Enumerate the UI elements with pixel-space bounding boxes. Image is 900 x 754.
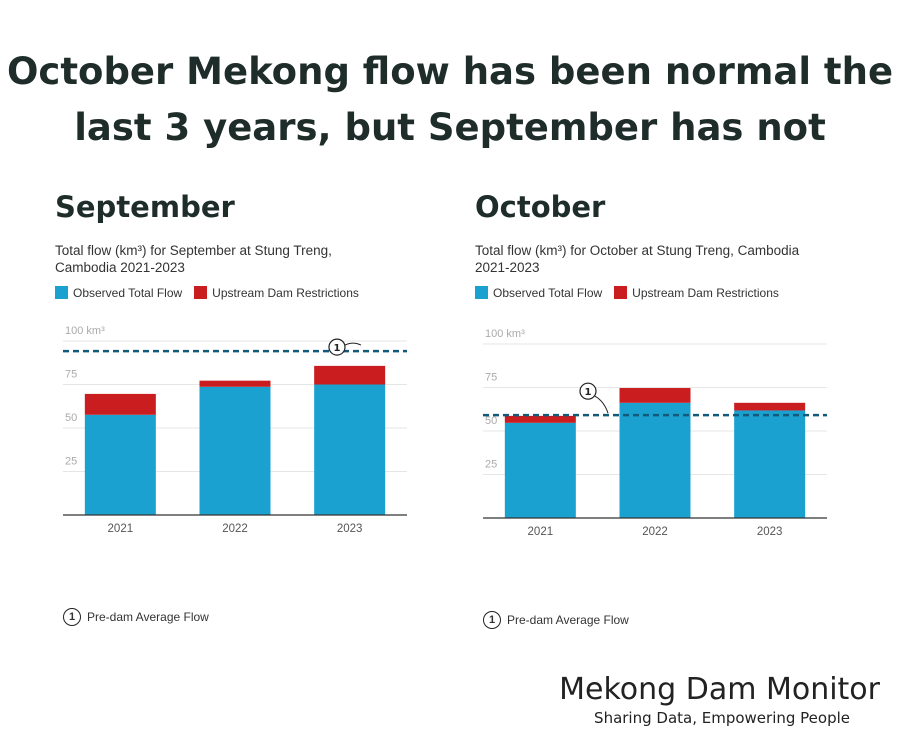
- bar-observed: [619, 402, 691, 518]
- footnote-label: Pre-dam Average Flow: [507, 613, 629, 627]
- main-title: October Mekong flow has been normal the …: [6, 50, 894, 149]
- legend-label: Upstream Dam Restrictions: [632, 286, 779, 300]
- legend: Observed Total Flow Upstream Dam Restric…: [55, 286, 435, 300]
- y-tick-label: 75: [65, 369, 77, 381]
- legend-observed: Observed Total Flow: [475, 286, 602, 300]
- y-tick-label: 50: [485, 415, 497, 427]
- restrictions-swatch-icon: [614, 286, 628, 299]
- x-tick-label: 2021: [108, 523, 134, 535]
- legend-label: Upstream Dam Restrictions: [212, 286, 359, 300]
- x-tick-label: 2023: [757, 526, 783, 538]
- bar-restrictions: [619, 388, 691, 403]
- bar-restrictions: [199, 380, 271, 387]
- legend-observed: Observed Total Flow: [55, 286, 182, 300]
- brand: Mekong Dam Monitor Sharing Data, Empower…: [559, 672, 880, 727]
- bar-restrictions: [734, 402, 806, 411]
- legend-label: Observed Total Flow: [73, 286, 183, 300]
- y-tick-label: 75: [485, 372, 497, 384]
- y-tick-label: 50: [65, 412, 77, 424]
- restrictions-swatch-icon: [194, 286, 208, 299]
- bar-restrictions: [504, 415, 576, 423]
- september-chart: 25 50 75 100 km³ 2021 2022 2023 1: [63, 325, 407, 535]
- legend-restrictions: Upstream Dam Restrictions: [194, 286, 359, 300]
- annotation-arrow-icon: [344, 342, 362, 346]
- bar-restrictions: [84, 393, 156, 415]
- annotation-marker-icon: [328, 338, 346, 356]
- y-tick-label: 100 km³: [485, 328, 525, 340]
- panel-heading: October: [475, 190, 606, 224]
- x-tick-label: 2023: [337, 523, 363, 535]
- footnote-label: Pre-dam Average Flow: [87, 610, 209, 624]
- chart-title: Total flow (km³) for October at Stung Tr…: [475, 243, 800, 275]
- brand-tagline: Sharing Data, Empowering People: [594, 709, 850, 727]
- footnote: 1 Pre-dam Average Flow: [63, 608, 209, 626]
- bar-observed: [504, 422, 576, 518]
- annotation-marker-label: 1: [585, 387, 592, 398]
- legend: Observed Total Flow Upstream Dam Restric…: [475, 286, 855, 300]
- october-chart: 25 50 75 100 km³ 2021 2022 2023 1: [483, 328, 827, 538]
- bar-observed: [314, 384, 386, 515]
- marker-icon: 1: [483, 611, 501, 629]
- y-tick-label: 25: [485, 459, 497, 471]
- y-tick-label: 25: [65, 456, 77, 468]
- brand-name: Mekong Dam Monitor: [559, 672, 880, 707]
- bar-observed: [84, 414, 156, 515]
- observed-swatch-icon: [55, 286, 68, 299]
- annotation-arrow-icon: [594, 395, 609, 414]
- bar-observed: [734, 410, 806, 518]
- x-tick-label: 2021: [528, 526, 554, 538]
- x-tick-label: 2022: [642, 526, 668, 538]
- y-tick-label: 100 km³: [65, 325, 105, 337]
- annotation-marker-icon: [579, 382, 597, 400]
- annotation-marker-label: 1: [334, 343, 341, 354]
- bar-observed: [199, 386, 271, 515]
- legend-label: Observed Total Flow: [493, 286, 603, 300]
- footnote: 1 Pre-dam Average Flow: [483, 611, 629, 629]
- observed-swatch-icon: [475, 286, 488, 299]
- x-tick-label: 2022: [222, 523, 248, 535]
- chart-title: Total flow (km³) for September at Stung …: [55, 243, 332, 275]
- october-panel: October Total flow (km³) for October at …: [475, 190, 855, 630]
- panel-heading: September: [55, 190, 235, 224]
- september-panel: September Total flow (km³) for September…: [55, 190, 435, 630]
- legend-restrictions: Upstream Dam Restrictions: [614, 286, 779, 300]
- bar-restrictions: [314, 365, 386, 385]
- marker-icon: 1: [63, 608, 81, 626]
